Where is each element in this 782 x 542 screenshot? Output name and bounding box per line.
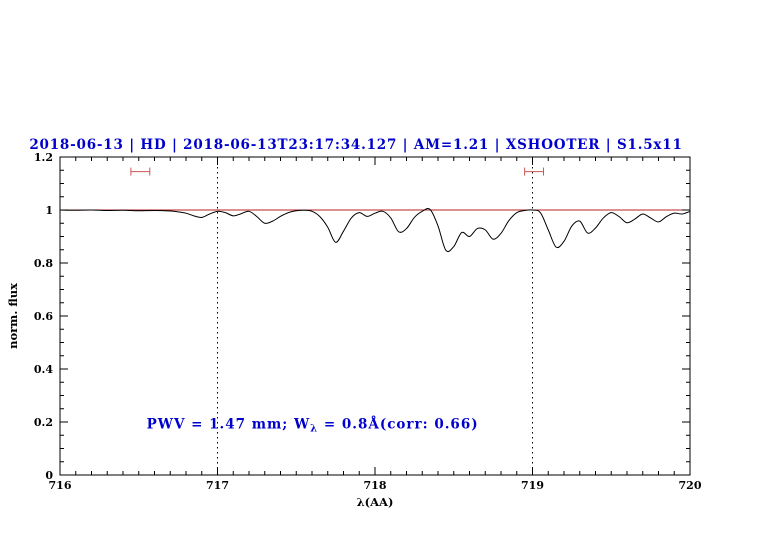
y-axis-label: norm. flux	[6, 283, 20, 349]
x-tick-label: 716	[49, 479, 72, 492]
y-tick-label: 0.8	[34, 257, 53, 270]
x-axis-label: λ(AA)	[357, 495, 394, 509]
y-tick-label: 0	[45, 469, 53, 482]
x-tick-label: 720	[679, 479, 702, 492]
spectrum-line	[59, 208, 691, 253]
y-tick-label: 1.2	[34, 151, 53, 164]
axis-ticks	[59, 156, 691, 476]
plot-area: 716 717 718 719 720 0 0.2 0.4 0.6 0.8 1 1.2	[34, 151, 702, 492]
pwv-range-marker	[524, 167, 545, 176]
y-tick-label: 0.4	[34, 363, 53, 376]
x-tick-label: 719	[521, 479, 544, 492]
plot-title: 2018-06-13 | HD | 2018-06-13T23:17:34.12…	[29, 137, 682, 153]
pwv-range-marker	[130, 167, 151, 176]
x-tick-label: 718	[364, 479, 387, 492]
pwv-annotation: PWV = 1.47 mm; Wλ = 0.8Å(corr: 0.66)	[147, 417, 479, 435]
y-tick-label: 0.6	[34, 310, 53, 323]
x-tick-label: 717	[206, 479, 229, 492]
tick-labels: 716 717 718 719 720 0 0.2 0.4 0.6 0.8 1 1.2	[34, 151, 702, 492]
y-tick-label: 0.2	[34, 416, 53, 429]
y-tick-label: 1	[45, 204, 53, 217]
